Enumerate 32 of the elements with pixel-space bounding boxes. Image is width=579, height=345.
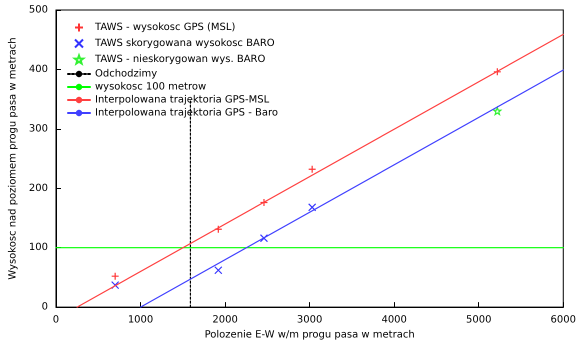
point	[214, 225, 222, 234]
x-tick-label: 5000	[466, 314, 492, 326]
point	[308, 203, 316, 212]
y-tick-label: 500	[28, 4, 48, 16]
legend-label: Odchodzimy	[95, 68, 158, 80]
y-tick-label: 300	[28, 123, 48, 134]
y-tick-label: 200	[28, 182, 48, 194]
x-tick-label: 4000	[381, 314, 407, 326]
y-tick-label: 100	[28, 242, 48, 254]
point	[111, 272, 120, 280]
y-tick-label: 400	[28, 64, 48, 75]
point	[111, 281, 120, 290]
legend-label: TAWS - nieskorygowan wys. BARO	[94, 54, 266, 65]
legend-label: TAWS skorygowana wysokosc BARO	[94, 38, 275, 49]
x-tick-label: 6000	[550, 314, 576, 326]
legend-label: Interpolowana trajektoria GPS-MSL	[95, 94, 270, 106]
point	[493, 68, 502, 76]
point	[493, 106, 502, 116]
x-tick-label: 3000	[296, 314, 322, 326]
legend-label: wysokosc 100 metrow	[95, 82, 206, 92]
point	[308, 165, 316, 174]
x-axis-title: Polozenie E-W w/m progu pasa w metrach	[204, 330, 415, 340]
y-tick-label: 0	[42, 302, 48, 313]
x-tick-label: 1000	[128, 314, 154, 326]
legend-label: Interpolowana trajektoria GPS - Baro	[95, 108, 278, 118]
legend-label: TAWS - wysokosc GPS (MSL)	[94, 22, 236, 33]
point	[260, 234, 268, 242]
x-tick-label: 0	[52, 314, 60, 326]
point	[214, 266, 222, 274]
y-axis-title: Wysokosc nad poziomem progu pasa w metrach	[8, 37, 18, 280]
point	[260, 198, 268, 207]
x-tick-label: 2000	[212, 314, 238, 326]
